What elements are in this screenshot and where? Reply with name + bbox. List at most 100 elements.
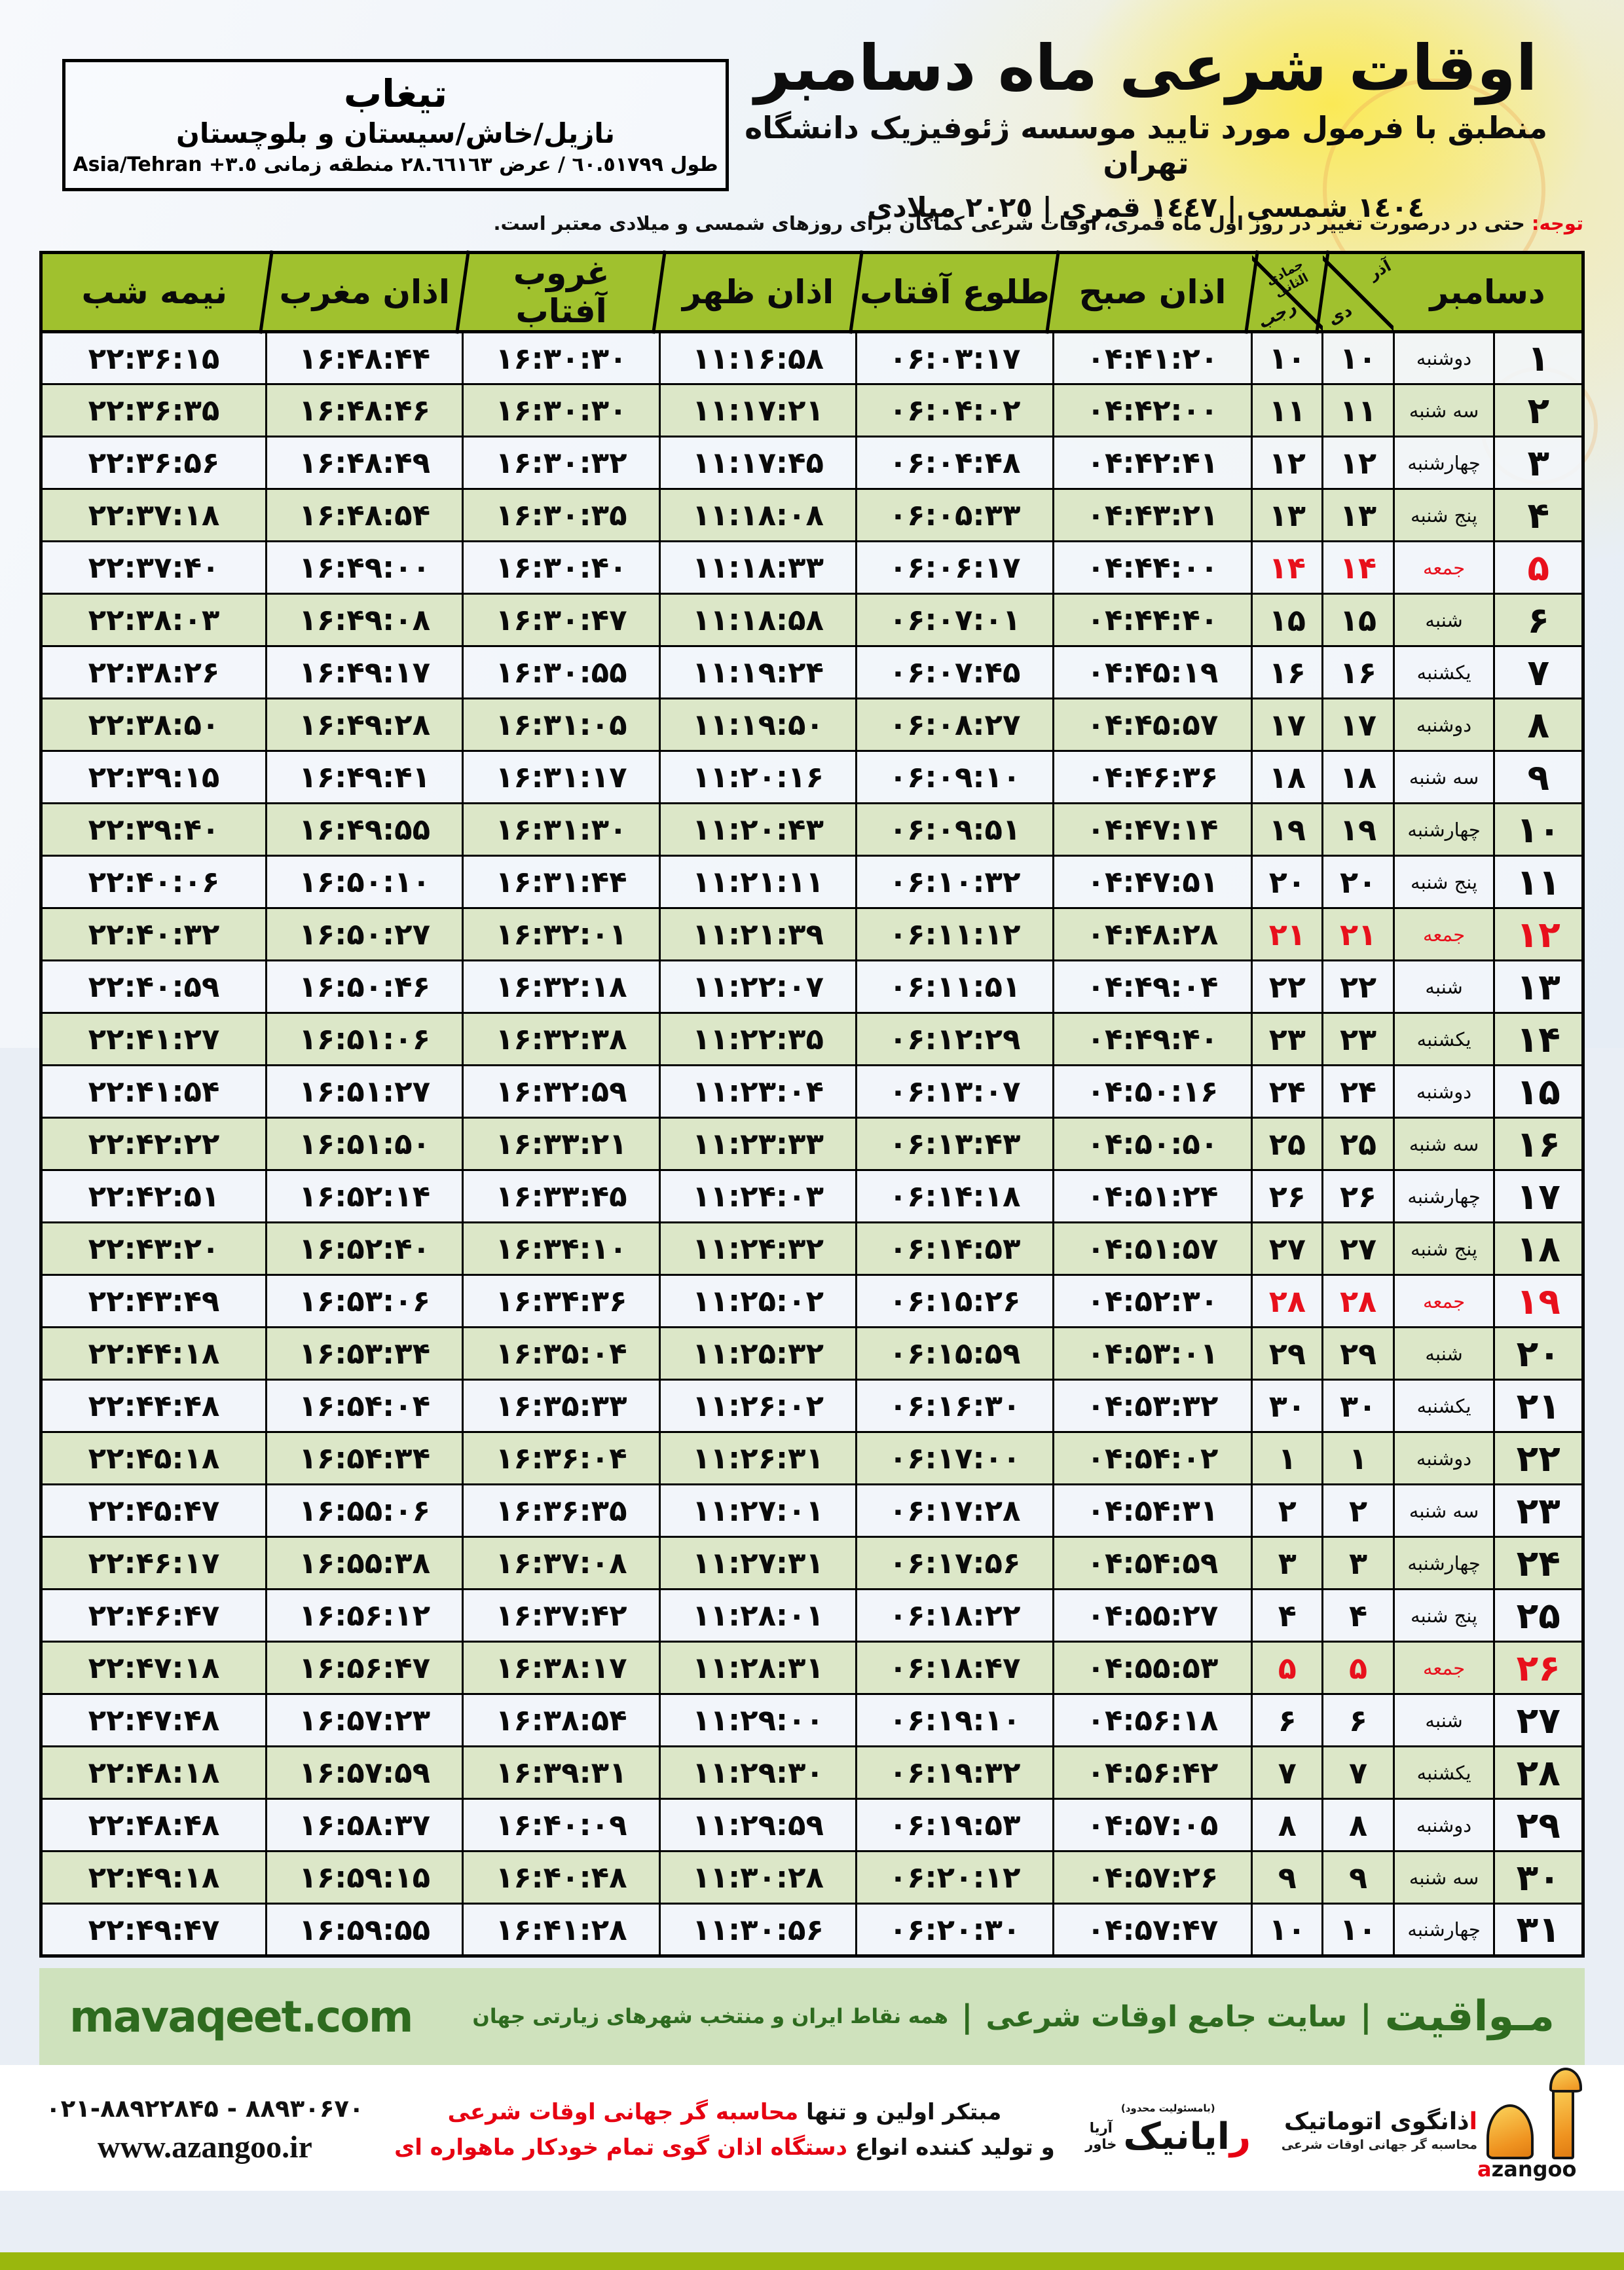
jalali-day: ۱۵ xyxy=(1321,593,1395,647)
azangoo-name-rest: ذانگوی اتوماتیک xyxy=(1283,2108,1469,2135)
footer-line1-red: محاسبه گر جهانی اوقات شرعی xyxy=(447,2099,799,2125)
december-day: ۲۸ xyxy=(1493,1745,1584,1800)
coordinates-text: طول ٦٠.٥١٧٩٩ / عرض ٢٨.٦٦١٦٣ منطقه زمانی xyxy=(263,153,718,177)
fajr-time: ۰۴:۴۷:۱۴ xyxy=(1052,802,1253,857)
mavaqeet-text-group: مـواقیت | سایت جامع اوقات شرعی | همه نقا… xyxy=(472,1992,1555,2041)
maghrib-time: ۱۶:۵۱:۵۰ xyxy=(265,1117,464,1171)
sunset-time: ۱۶:۳۰:۳۲ xyxy=(462,436,661,490)
weekday: سه شنبه xyxy=(1392,1850,1496,1905)
hijri-day: ۱۰ xyxy=(1251,331,1324,385)
sunrise-time: ۰۶:۰۶:۱۷ xyxy=(855,540,1054,595)
table-row: ۱۰ چهارشنبه ۱۹ ۱۹ ۰۴:۴۷:۱۴ ۰۶:۰۹:۵۱ ۱۱:۲… xyxy=(40,802,1584,857)
jalali-day: ۱۱ xyxy=(1321,383,1395,437)
fajr-time: ۰۴:۴۶:۳۶ xyxy=(1052,750,1253,804)
maghrib-time: ۱۶:۵۴:۳۴ xyxy=(265,1431,464,1485)
maghrib-time: ۱۶:۵۲:۴۰ xyxy=(265,1221,464,1276)
maghrib-time: ۱۶:۵۴:۰۴ xyxy=(265,1379,464,1433)
sunset-time: ۱۶:۳۰:۵۵ xyxy=(462,645,661,699)
jalali-day: ۵ xyxy=(1321,1641,1395,1695)
azangoo-name: اذانگوی اتوماتیک xyxy=(1284,2108,1477,2135)
weekday: یکشنبه xyxy=(1392,1745,1496,1800)
dhuhr-time: ۱۱:۲۹:۰۰ xyxy=(658,1693,858,1747)
weekday: سه شنبه xyxy=(1392,750,1496,804)
azangoo-logo-cluster: azangoo اذانگوی اتوماتیک محاسبه گر جهانی… xyxy=(1282,2068,1582,2182)
dhuhr-time: ۱۱:۲۹:۵۹ xyxy=(658,1798,858,1852)
midnight-time: ۲۲:۳۸:۵۰ xyxy=(40,698,267,752)
footer-line-1: مبتکر اولین و تنها محاسبه گر جهانی اوقات… xyxy=(394,2099,1055,2125)
midnight-time: ۲۲:۴۳:۴۹ xyxy=(40,1274,267,1328)
sunset-time: ۱۶:۳۸:۱۷ xyxy=(462,1641,661,1695)
december-day: ۷ xyxy=(1493,645,1584,699)
dhuhr-time: ۱۱:۲۴:۰۳ xyxy=(658,1169,858,1223)
jalali-day: ۲۵ xyxy=(1321,1117,1395,1171)
maghrib-time: ۱۶:۴۸:۴۹ xyxy=(265,436,464,490)
rayanik-name-rest: ایانیک xyxy=(1123,2115,1230,2158)
page-header: اوقات شرعی ماه دسامبر منطبق با فرمول مور… xyxy=(0,0,1624,251)
title-block: اوقات شرعی ماه دسامبر منطبق با فرمول مور… xyxy=(714,33,1578,223)
maghrib-time: ۱۶:۴۹:۴۱ xyxy=(265,750,464,804)
maghrib-time: ۱۶:۴۹:۱۷ xyxy=(265,645,464,699)
hijri-day: ۳۰ xyxy=(1251,1379,1324,1433)
col-header-fajr: اذان صبح xyxy=(1053,252,1252,333)
sunset-time: ۱۶:۴۱:۲۸ xyxy=(462,1903,661,1957)
sunset-time: ۱۶:۳۳:۴۵ xyxy=(462,1169,661,1223)
table-row: ۲۵ پنج شنبه ۴ ۴ ۰۴:۵۵:۲۷ ۰۶:۱۸:۲۲ ۱۱:۲۸:… xyxy=(40,1588,1584,1643)
dhuhr-time: ۱۱:۲۳:۰۴ xyxy=(658,1064,858,1119)
sunset-time: ۱۶:۳۵:۳۳ xyxy=(462,1379,661,1433)
sunset-time: ۱۶:۴۰:۰۹ xyxy=(462,1798,661,1852)
year-line: ١٤٠٤ شمسی | ١٤٤٧ قمری | ٢٠٢٥ میلادی xyxy=(867,191,1425,223)
table-row: ۳ چهارشنبه ۱۲ ۱۲ ۰۴:۴۲:۴۱ ۰۶:۰۴:۴۸ ۱۱:۱۷… xyxy=(40,436,1584,490)
december-day: ۳۰ xyxy=(1493,1850,1584,1905)
jalali-day: ۱۰ xyxy=(1321,1903,1395,1957)
sunrise-time: ۰۶:۱۴:۱۸ xyxy=(855,1169,1054,1223)
maghrib-time: ۱۶:۴۸:۴۴ xyxy=(265,331,464,385)
fajr-time: ۰۴:۴۴:۰۰ xyxy=(1052,540,1253,595)
sunrise-time: ۰۶:۱۱:۱۲ xyxy=(855,907,1054,961)
dhuhr-time: ۱۱:۲۸:۰۱ xyxy=(658,1588,858,1643)
weekday: شنبه xyxy=(1392,1326,1496,1381)
december-day: ۱۳ xyxy=(1493,959,1584,1014)
sunset-time: ۱۶:۳۸:۵۴ xyxy=(462,1693,661,1747)
hijri-day: ۷ xyxy=(1251,1745,1324,1800)
jalali-day: ۲ xyxy=(1321,1483,1395,1538)
december-day: ۲۹ xyxy=(1493,1798,1584,1852)
rayanik-name-initial: ر xyxy=(1229,2115,1251,2158)
midnight-time: ۲۲:۴۵:۱۸ xyxy=(40,1431,267,1485)
mavaqeet-coverage: همه نقاط ایران و منتخب شهرهای زیارتی جها… xyxy=(472,2005,949,2028)
weekday: سه شنبه xyxy=(1392,383,1496,437)
sunrise-time: ۰۶:۱۷:۵۶ xyxy=(855,1536,1054,1590)
hijri-day: ۱۵ xyxy=(1251,593,1324,647)
dhuhr-time: ۱۱:۲۴:۳۲ xyxy=(658,1221,858,1276)
december-day: ۴ xyxy=(1493,488,1584,542)
table-row: ۲۲ دوشنبه ۱ ۱ ۰۴:۵۴:۰۲ ۰۶:۱۷:۰۰ ۱۱:۲۶:۳۱… xyxy=(40,1431,1584,1485)
sunset-time: ۱۶:۳۵:۰۴ xyxy=(462,1326,661,1381)
table-row: ۲۰ شنبه ۲۹ ۲۹ ۰۴:۵۳:۰۱ ۰۶:۱۵:۵۹ ۱۱:۲۵:۳۲… xyxy=(40,1326,1584,1381)
maghrib-time: ۱۶:۵۰:۴۶ xyxy=(265,959,464,1014)
maghrib-time: ۱۶:۵۷:۲۳ xyxy=(265,1693,464,1747)
dhuhr-time: ۱۱:۲۲:۰۷ xyxy=(658,959,858,1014)
table-row: ۱۴ یکشنبه ۲۳ ۲۳ ۰۴:۴۹:۴۰ ۰۶:۱۲:۲۹ ۱۱:۲۲:… xyxy=(40,1012,1584,1066)
jalali-day: ۸ xyxy=(1321,1798,1395,1852)
hijri-day: ۱۸ xyxy=(1251,750,1324,804)
weekday: پنج شنبه xyxy=(1392,855,1496,909)
jalali-day: ۱۸ xyxy=(1321,750,1395,804)
hijri-day: ۱۴ xyxy=(1251,540,1324,595)
azangoo-name-initial: ا xyxy=(1469,2108,1477,2135)
midnight-time: ۲۲:۳۸:۰۳ xyxy=(40,593,267,647)
sunrise-time: ۰۶:۰۹:۵۱ xyxy=(855,802,1054,857)
midnight-time: ۲۲:۴۰:۵۹ xyxy=(40,959,267,1014)
sunset-time: ۱۶:۳۲:۱۸ xyxy=(462,959,661,1014)
dome-icon xyxy=(1486,2104,1534,2159)
weekday: جمعه xyxy=(1392,1274,1496,1328)
sunrise-time: ۰۶:۲۰:۱۲ xyxy=(855,1850,1054,1905)
fajr-time: ۰۴:۴۷:۵۱ xyxy=(1052,855,1253,909)
fajr-time: ۰۴:۴۲:۴۱ xyxy=(1052,436,1253,490)
fajr-time: ۰۴:۵۰:۱۶ xyxy=(1052,1064,1253,1119)
fajr-time: ۰۴:۴۴:۴۰ xyxy=(1052,593,1253,647)
december-day: ۳۱ xyxy=(1493,1903,1584,1957)
weekday: جمعه xyxy=(1392,907,1496,961)
maghrib-time: ۱۶:۵۵:۰۶ xyxy=(265,1483,464,1538)
sunset-time: ۱۶:۳۴:۱۰ xyxy=(462,1221,661,1276)
december-day: ۱۵ xyxy=(1493,1064,1584,1119)
midnight-time: ۲۲:۳۹:۴۰ xyxy=(40,802,267,857)
